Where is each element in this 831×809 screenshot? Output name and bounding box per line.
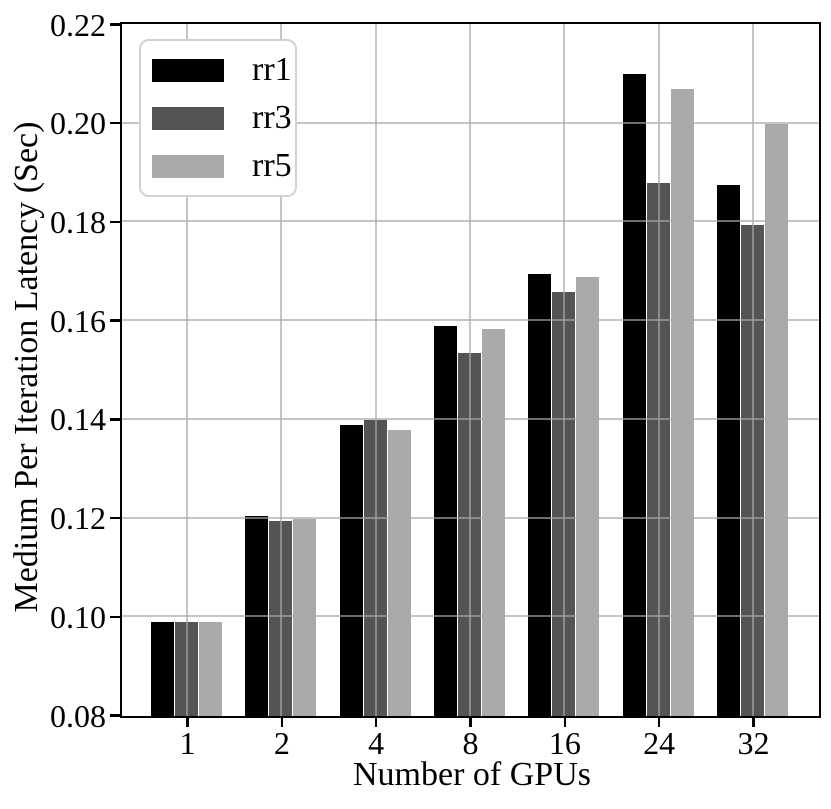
y-tick-label: 0.16 — [50, 302, 106, 339]
bar-rr5-gpu4 — [387, 429, 411, 716]
legend: rr1 rr3 rr5 — [139, 39, 297, 197]
x-tick-label: 2 — [273, 725, 290, 761]
v-gridline — [751, 24, 754, 716]
x-tick-mark — [374, 718, 378, 727]
y-tick-mark — [110, 220, 120, 224]
v-gridline — [563, 24, 566, 716]
v-gridline — [657, 24, 660, 716]
bar-rr5-gpu8 — [481, 328, 505, 716]
v-gridline — [280, 24, 283, 716]
x-tick-label: 8 — [462, 725, 479, 761]
bar-rr1-gpu24 — [622, 74, 646, 716]
x-tick-mark — [280, 718, 284, 727]
y-tick-mark — [110, 319, 120, 322]
bar-rr1-gpu32 — [716, 185, 740, 716]
y-tick-mark — [110, 714, 120, 717]
y-tick-mark — [110, 121, 120, 125]
legend-item-rr5: rr5 — [152, 149, 295, 183]
y-axis-label: Medium Per Iteration Latency (Sec) — [8, 121, 45, 613]
gridlines — [122, 24, 819, 716]
legend-label: rr1 — [252, 51, 292, 88]
y-tick-mark — [110, 23, 120, 26]
v-gridline — [186, 24, 188, 716]
x-tick-mark — [563, 718, 567, 727]
bar-rr5-gpu24 — [670, 89, 694, 716]
bar-rr5-gpu2 — [293, 518, 317, 716]
y-tick-mark — [110, 418, 120, 421]
x-tick-label: 4 — [368, 725, 385, 761]
y-tick-mark — [110, 615, 120, 619]
legend-swatch-rr5 — [152, 154, 224, 178]
v-gridline — [468, 24, 471, 716]
bar-rr1-gpu1 — [151, 622, 174, 716]
x-tick-label: 32 — [737, 725, 770, 761]
bar-rr1-gpu16 — [528, 274, 552, 716]
bar-rr5-gpu32 — [764, 123, 788, 716]
y-tick-label: 0.18 — [50, 203, 106, 240]
x-tick-label: 24 — [643, 725, 676, 761]
legend-item-rr1: rr1 — [152, 53, 295, 87]
y-tick-mark — [110, 516, 120, 520]
x-tick-mark — [186, 718, 189, 727]
y-tick-label: 0.14 — [50, 401, 106, 438]
legend-label: rr5 — [252, 147, 292, 184]
legend-swatch-rr3 — [152, 106, 224, 130]
bar-rr5-gpu1 — [199, 622, 222, 716]
x-tick-label: 1 — [179, 725, 196, 761]
y-tick-label: 0.20 — [50, 105, 106, 142]
x-tick-mark — [752, 718, 755, 727]
legend-swatch-rr1 — [152, 58, 224, 82]
x-tick-label: 16 — [548, 725, 581, 761]
x-tick-mark — [469, 718, 472, 727]
bar-rr1-gpu4 — [339, 424, 363, 716]
bar-rr5-gpu16 — [576, 276, 600, 716]
plot-area: rr1 rr3 rr5 — [120, 22, 821, 718]
legend-label: rr3 — [252, 99, 292, 136]
x-tick-mark — [657, 718, 661, 727]
bar-rr1-gpu8 — [433, 326, 457, 716]
legend-item-rr3: rr3 — [152, 101, 295, 135]
y-tick-label: 0.08 — [50, 697, 106, 734]
y-tick-label: 0.10 — [50, 598, 106, 635]
v-gridline — [374, 24, 377, 716]
y-tick-label: 0.22 — [50, 6, 106, 43]
x-axis-label: Number of GPUs — [353, 756, 591, 793]
y-tick-label: 0.12 — [50, 500, 106, 537]
